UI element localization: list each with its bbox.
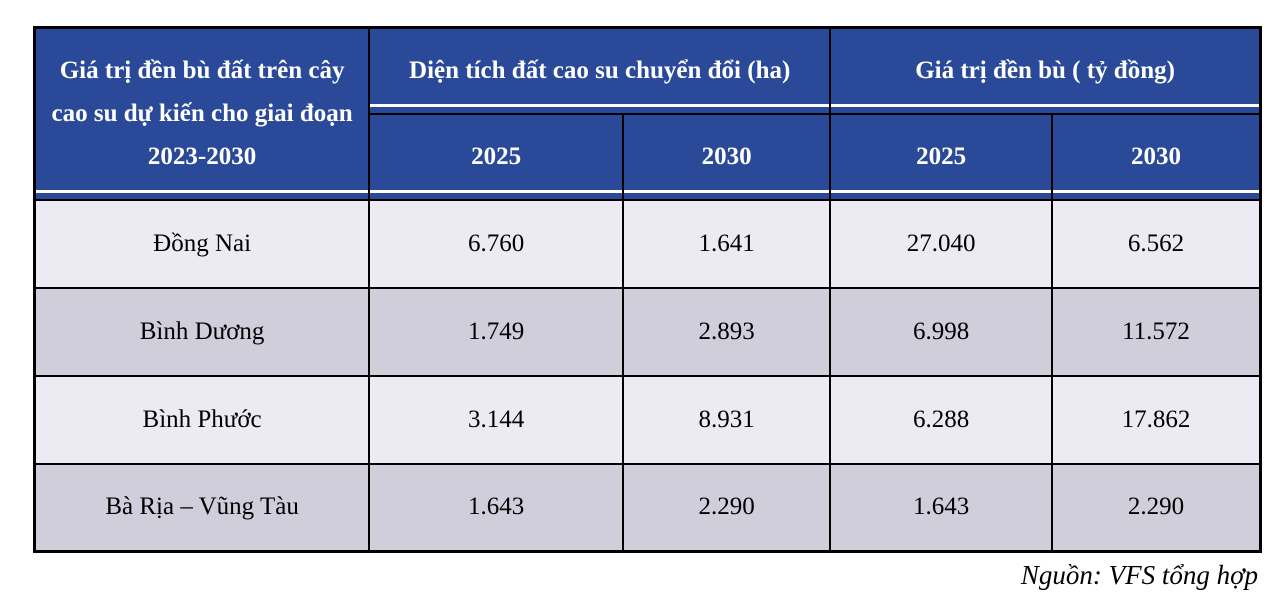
table-row: Đồng Nai 6.760 1.641 27.040 6.562	[33, 198, 1262, 289]
province-cell: Bình Dương	[33, 286, 371, 377]
table-row: Bà Rịa – Vũng Tàu 1.643 2.290 1.643 2.29…	[33, 462, 1262, 553]
year-header-value-2025: 2025	[829, 112, 1054, 201]
value-cell: 6.562	[1051, 198, 1262, 289]
compensation-table-container: Giá trị đền bù đất trên cây cao su dự ki…	[33, 26, 1262, 553]
table-title-cell: Giá trị đền bù đất trên cây cao su dự ki…	[33, 26, 371, 201]
year-header-area-2025: 2025	[368, 112, 624, 201]
compensation-table: Giá trị đền bù đất trên cây cao su dự ki…	[33, 26, 1262, 553]
group-header-value: Giá trị đền bù ( tỷ đồng)	[829, 26, 1262, 115]
table-row: Bình Dương 1.749 2.893 6.998 11.572	[33, 286, 1262, 377]
province-cell: Đồng Nai	[33, 198, 371, 289]
value-cell: 6.760	[368, 198, 624, 289]
province-cell: Bình Phước	[33, 374, 371, 465]
value-cell: 1.643	[829, 462, 1054, 553]
year-header-value-2030: 2030	[1051, 112, 1262, 201]
source-note: Nguồn: VFS tổng hợp	[1020, 560, 1258, 590]
value-cell: 8.931	[621, 374, 832, 465]
value-cell: 1.749	[368, 286, 624, 377]
value-cell: 17.862	[1051, 374, 1262, 465]
year-header-area-2030: 2030	[621, 112, 832, 201]
province-cell: Bà Rịa – Vũng Tàu	[33, 462, 371, 553]
value-cell: 2.290	[621, 462, 832, 553]
year-header-row: 2025 2030 2025 2030	[35, 112, 1262, 201]
value-cell: 11.572	[1051, 286, 1262, 377]
value-cell: 3.144	[368, 374, 624, 465]
value-cell: 6.998	[829, 286, 1054, 377]
group-header-row: Giá trị đền bù đất trên cây cao su dự ki…	[33, 26, 1262, 201]
table-row: Bình Phước 3.144 8.931 6.288 17.862	[33, 374, 1262, 465]
value-cell: 2.290	[1051, 462, 1262, 553]
value-cell: 6.288	[829, 374, 1054, 465]
value-cell: 27.040	[829, 198, 1054, 289]
value-cell: 1.643	[368, 462, 624, 553]
value-cell: 2.893	[621, 286, 832, 377]
value-cell: 1.641	[621, 198, 832, 289]
group-header-area: Diện tích đất cao su chuyển đổi (ha)	[368, 26, 832, 115]
